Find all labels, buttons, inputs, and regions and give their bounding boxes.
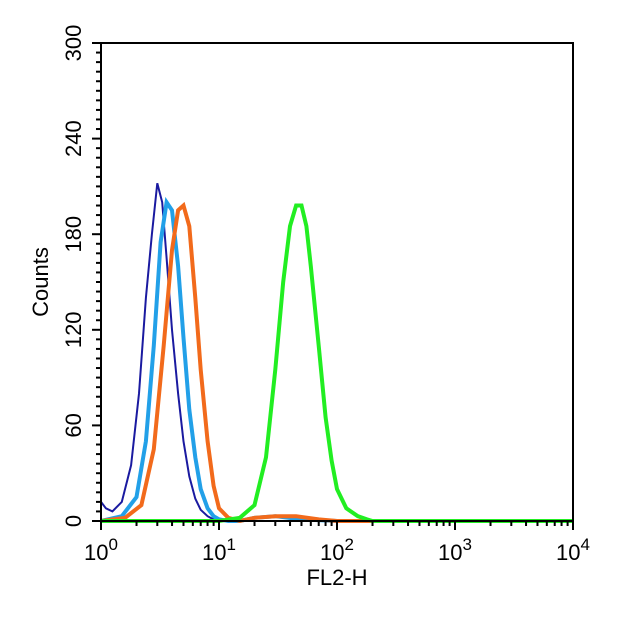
y-tick-label: 60 bbox=[61, 413, 86, 437]
y-tick-label: 120 bbox=[61, 311, 86, 348]
x-tick-label: 102 bbox=[320, 535, 354, 565]
x-axis-title: FL2-H bbox=[306, 565, 367, 590]
x-tick-label: 104 bbox=[556, 535, 590, 565]
series-line-3 bbox=[100, 201, 573, 524]
series-line-1 bbox=[100, 182, 573, 522]
series-line-4 bbox=[101, 203, 573, 523]
series-layer bbox=[100, 182, 573, 524]
y-tick-label: 300 bbox=[61, 25, 86, 62]
y-tick-label: 0 bbox=[61, 515, 86, 527]
axes-layer: 0 60 120 180 240 300 100 101 102 103 104 bbox=[61, 25, 590, 565]
y-axis-title: Counts bbox=[28, 247, 53, 317]
y-tick-label: 240 bbox=[61, 120, 86, 157]
x-tick-label: 101 bbox=[202, 535, 236, 565]
x-tick-label: 100 bbox=[84, 535, 118, 565]
plot-frame bbox=[100, 42, 574, 522]
y-tick-label: 180 bbox=[61, 216, 86, 253]
x-tick-label: 103 bbox=[438, 535, 472, 565]
